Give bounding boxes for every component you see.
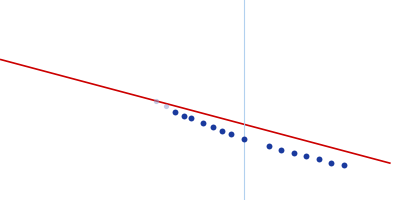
Point (153, 99, 160, 103)
Point (172, 110, 178, 114)
Point (303, 155, 310, 158)
Point (290, 152, 297, 155)
Point (340, 164, 347, 167)
Point (240, 137, 247, 140)
Point (219, 129, 225, 132)
Point (209, 125, 216, 128)
Point (316, 158, 322, 161)
Point (328, 161, 334, 164)
Point (188, 117, 194, 120)
Point (278, 148, 284, 151)
Point (228, 133, 234, 136)
Point (200, 122, 206, 125)
Point (266, 145, 272, 148)
Point (181, 114, 188, 117)
Point (162, 105, 169, 108)
